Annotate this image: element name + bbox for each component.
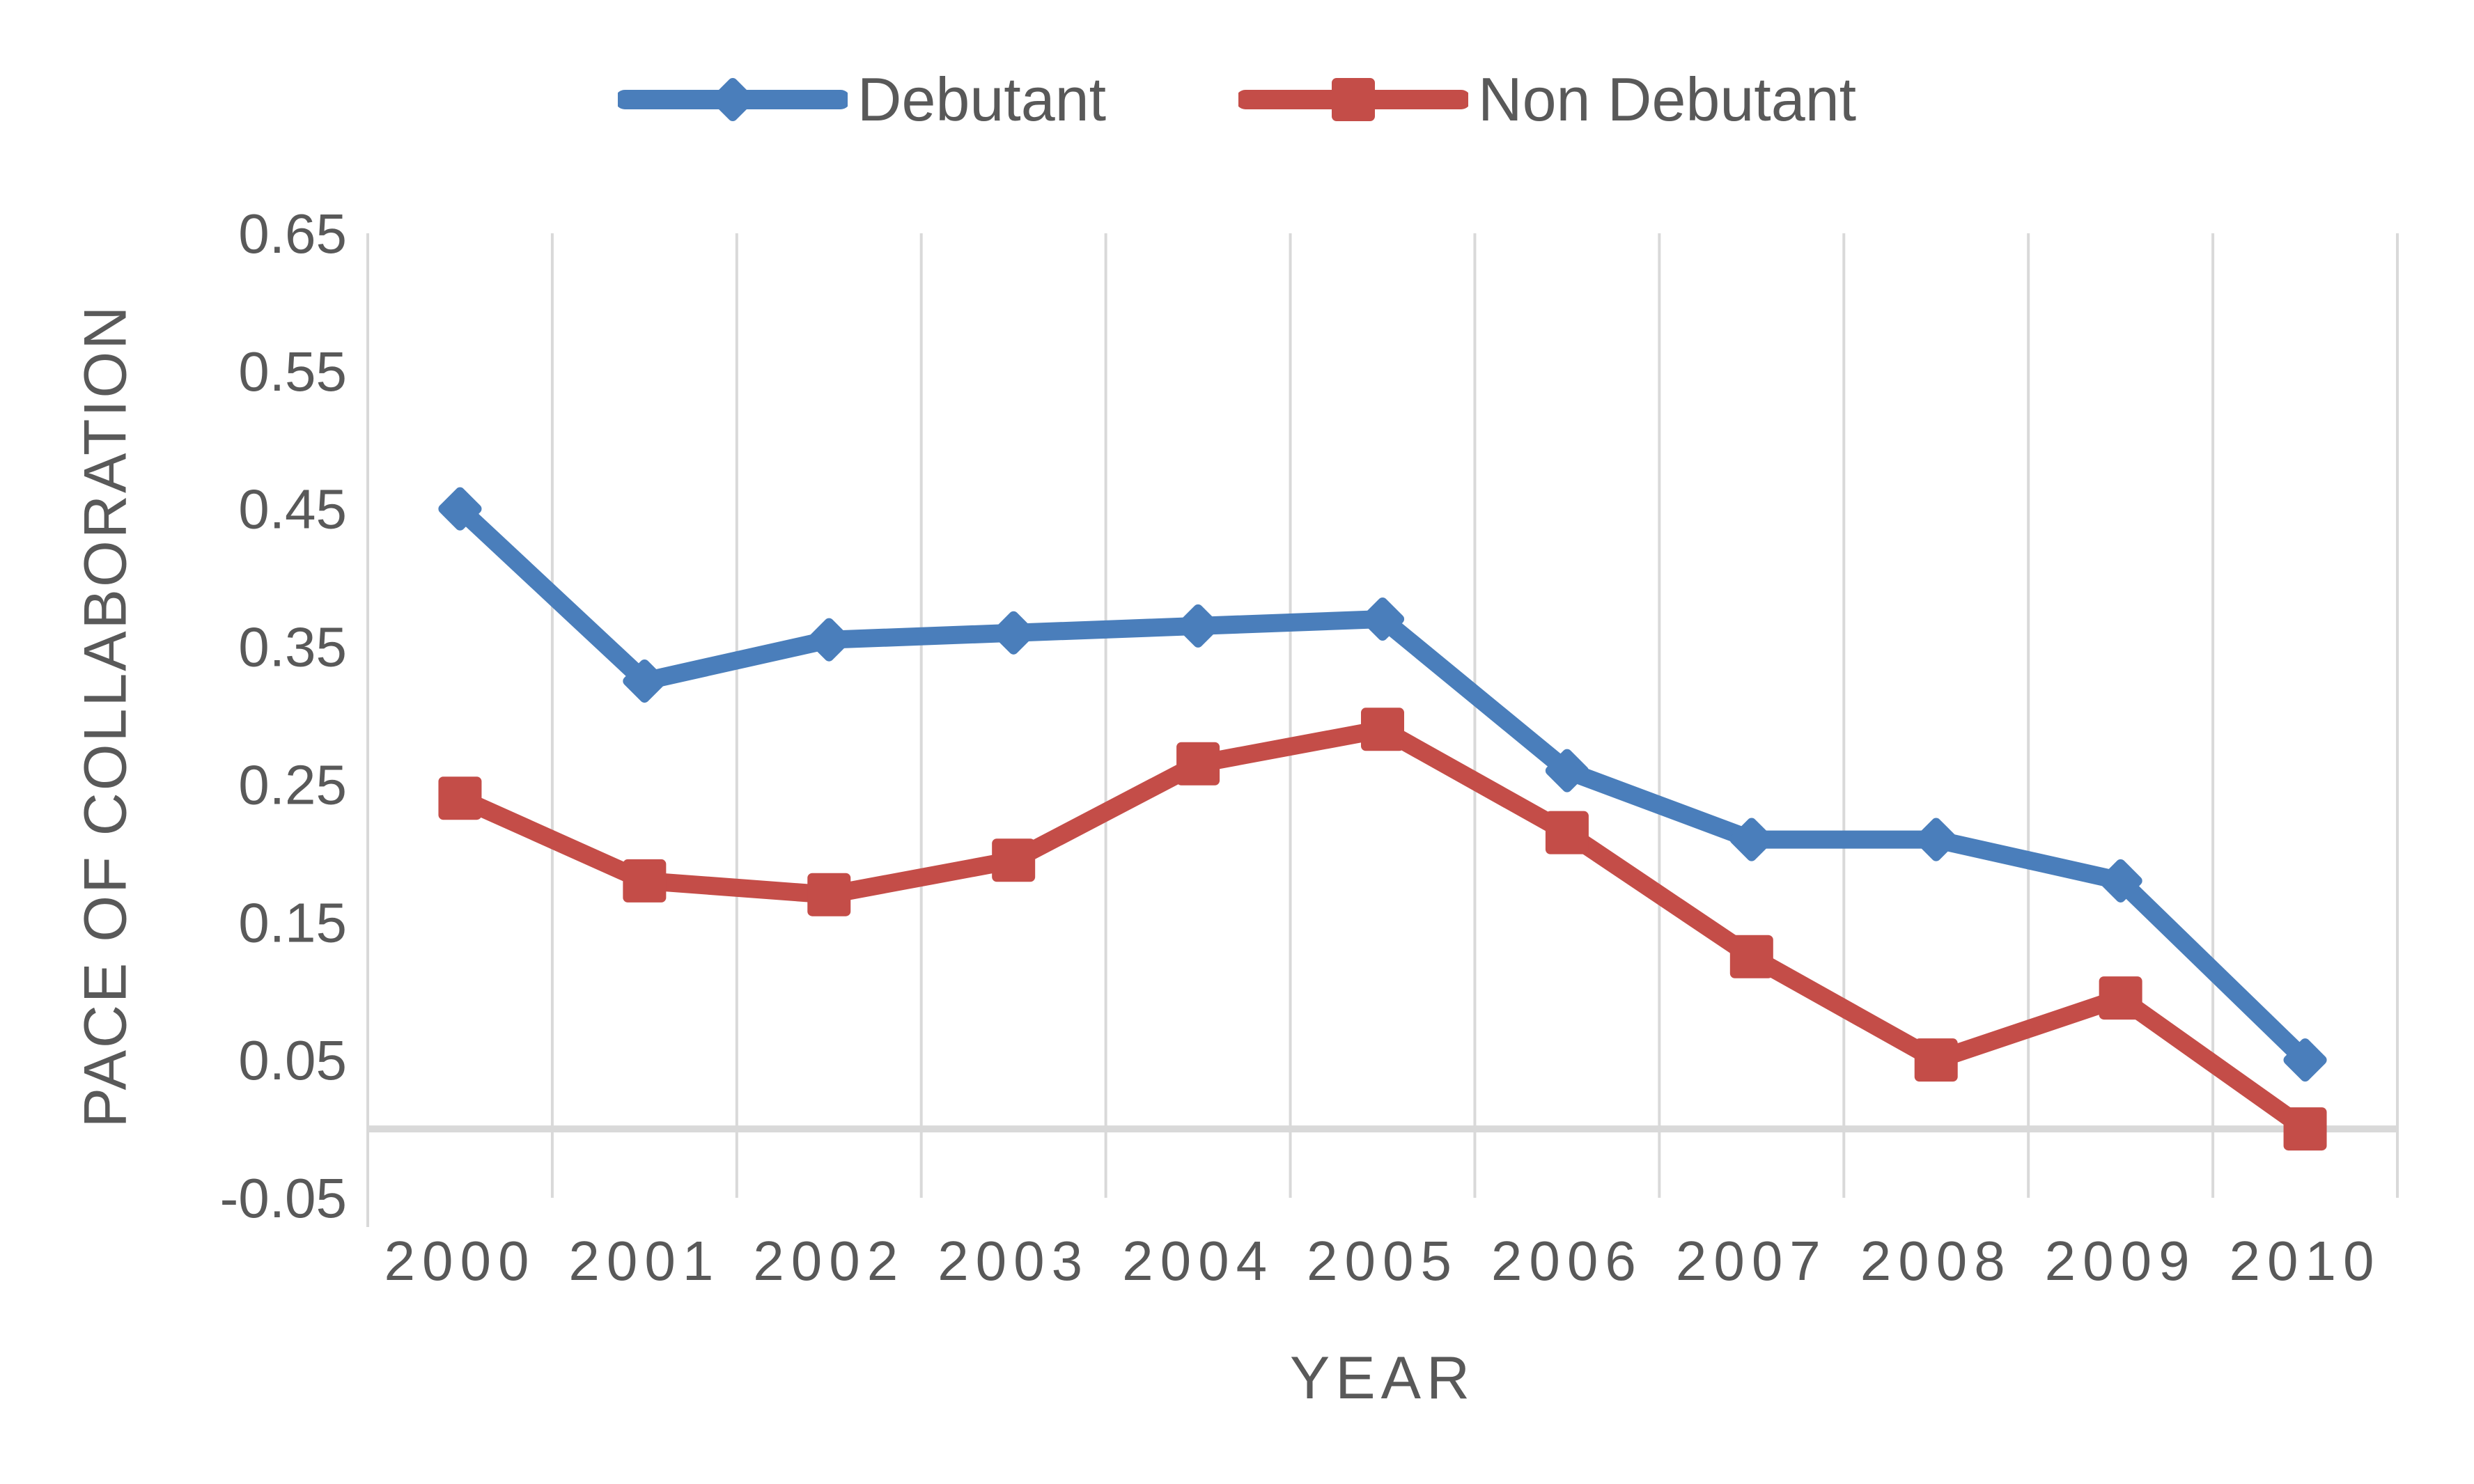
- marker-debutant-2006: [1545, 749, 1589, 792]
- marker-non-debutant-2003: [992, 838, 1036, 882]
- series-non-debutant: [438, 708, 2327, 1151]
- marker-debutant-2010: [2283, 1038, 2327, 1082]
- marker-debutant-2007: [1729, 818, 1773, 861]
- legend-item-non-debutant: Non Debutant: [1238, 54, 1856, 145]
- marker-debutant-2001: [623, 659, 667, 703]
- marker-non-debutant-2002: [807, 873, 851, 916]
- marker-non-debutant-2004: [1176, 742, 1220, 786]
- x-tick-label: 2004: [1122, 1230, 1274, 1292]
- y-tick-label: 0.15: [238, 891, 347, 953]
- x-axis-title: YEAR: [1289, 1345, 1476, 1412]
- non-debutant-line-square-icon: [1238, 78, 1469, 121]
- x-tick-label: 2007: [1676, 1230, 1828, 1292]
- marker-debutant-2008: [1914, 818, 1958, 861]
- marker-non-debutant-2000: [438, 776, 482, 820]
- marker-non-debutant-2001: [623, 859, 667, 903]
- y-tick-label: 0.35: [238, 616, 347, 678]
- chart-legend: Debutant Non Debutant: [0, 54, 2474, 145]
- legend-label: Non Debutant: [1478, 65, 1857, 134]
- marker-debutant-2009: [2099, 859, 2142, 903]
- x-tick-label: 2000: [384, 1230, 536, 1292]
- legend-item-debutant: Debutant: [617, 54, 1107, 145]
- marker-non-debutant-2005: [1361, 708, 1404, 751]
- y-tick-label: 0.65: [238, 203, 347, 265]
- x-tick-label: 2002: [753, 1230, 905, 1292]
- x-tick-label: 2010: [2230, 1230, 2381, 1292]
- x-tick-label: 2005: [1307, 1230, 1458, 1292]
- marker-debutant-2002: [807, 618, 851, 662]
- marker-debutant-2003: [992, 611, 1036, 655]
- legend-marker: [710, 77, 754, 122]
- debutant-line-diamond-icon: [617, 77, 848, 122]
- marker-non-debutant-2010: [2283, 1107, 2327, 1151]
- y-tick-label: 0.25: [238, 753, 347, 815]
- marker-non-debutant-2008: [1914, 1038, 1958, 1082]
- x-tick-label: 2001: [568, 1230, 720, 1292]
- x-tick-label: 2006: [1491, 1230, 1643, 1292]
- marker-non-debutant-2009: [2099, 976, 2142, 1020]
- y-tick-label: 0.05: [238, 1029, 347, 1091]
- marker-debutant-2000: [438, 487, 482, 531]
- x-tick-label: 2009: [2045, 1230, 2197, 1292]
- marker-debutant-2005: [1360, 597, 1405, 641]
- series-debutant: [438, 487, 2327, 1082]
- legend-marker: [1332, 78, 1376, 121]
- y-axis-title: PACE OF COLLABORATION: [72, 304, 139, 1128]
- marker-debutant-2004: [1176, 604, 1220, 648]
- marker-non-debutant-2006: [1545, 811, 1589, 854]
- y-tick-label: 0.45: [238, 478, 347, 540]
- marker-non-debutant-2007: [1729, 935, 1773, 978]
- y-tick-label: 0.55: [238, 341, 347, 403]
- y-tick-label: -0.05: [220, 1167, 347, 1229]
- x-tick-label: 2008: [1860, 1230, 2012, 1292]
- x-tick-label: 2003: [938, 1230, 1089, 1292]
- legend-label: Debutant: [857, 65, 1107, 134]
